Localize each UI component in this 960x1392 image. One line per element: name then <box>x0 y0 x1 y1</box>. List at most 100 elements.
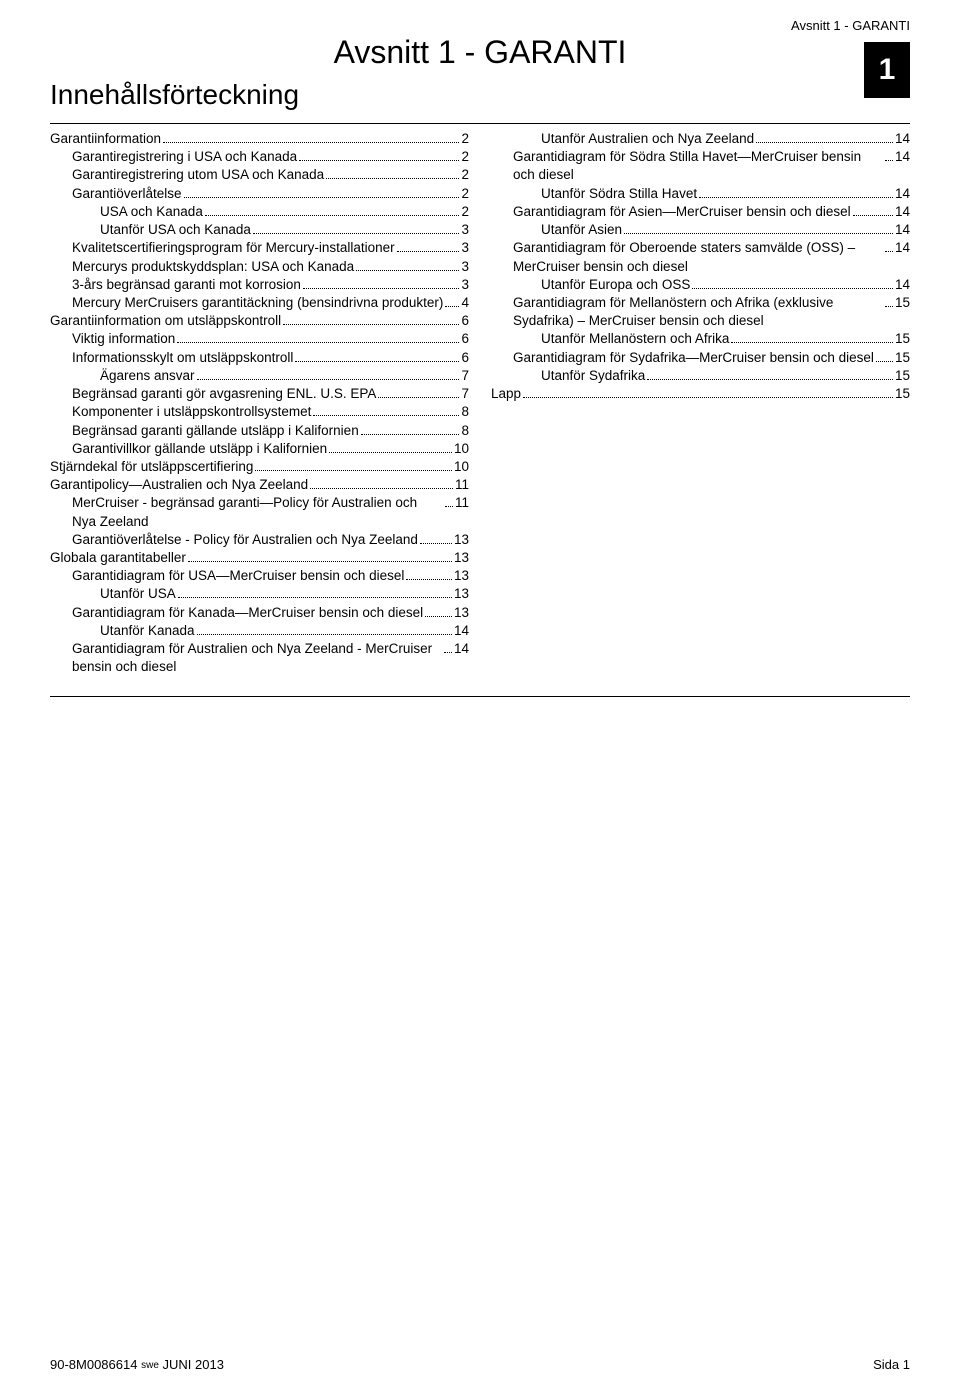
toc-entry-page: 14 <box>895 276 910 294</box>
toc-leader <box>188 561 452 562</box>
toc-entry-label: Utanför Europa och OSS <box>541 276 690 294</box>
toc-entry: Utanför Europa och OSS 14 <box>491 276 910 294</box>
toc-leader <box>445 306 459 307</box>
toc-leader <box>255 470 452 471</box>
toc-entry: Garantidiagram för Sydafrika—MerCruiser … <box>491 349 910 367</box>
toc-entry: Garantiregistrering i USA och Kanada 2 <box>50 148 469 166</box>
toc-leader <box>756 142 893 143</box>
toc-entry: Utanför USA 13 <box>50 585 469 603</box>
toc-leader <box>885 306 893 307</box>
toc-entry: Utanför Mellanöstern och Afrika 15 <box>491 330 910 348</box>
toc-leader <box>299 160 459 161</box>
toc-entry-page: 13 <box>454 567 469 585</box>
toc-entry: Mercury MerCruisers garantitäckning (ben… <box>50 294 469 312</box>
toc-entry-page: 15 <box>895 330 910 348</box>
toc-entry: Garantiöverlåtelse ‑ Policy för Australi… <box>50 531 469 549</box>
toc-entry-label: Utanför Mellanöstern och Afrika <box>541 330 729 348</box>
toc-entry-page: 2 <box>461 185 469 203</box>
toc-entry: Komponenter i utsläppskontrollsystemet 8 <box>50 403 469 421</box>
toc-entry-page: 15 <box>895 349 910 367</box>
toc-entry: Utanför Australien och Nya Zeeland 14 <box>491 130 910 148</box>
toc-entry-page: 13 <box>454 549 469 567</box>
toc-entry-page: 14 <box>895 221 910 239</box>
toc-entry-label: Ägarens ansvar <box>100 367 195 385</box>
toc-entry-page: 2 <box>461 148 469 166</box>
toc-leader <box>177 342 459 343</box>
running-head: Avsnitt 1 - GARANTI <box>791 18 910 33</box>
toc-entry-label: Garantiregistrering i USA och Kanada <box>72 148 297 166</box>
toc-entry-label: USA och Kanada <box>100 203 203 221</box>
toc-entry-label: Lapp <box>491 385 521 403</box>
toc-entry-label: Utanför USA <box>100 585 176 603</box>
toc-entry-page: 3 <box>461 258 469 276</box>
doc-date: JUNI 2013 <box>163 1357 224 1372</box>
toc-entry: Garantiinformation om utsläppskontroll 6 <box>50 312 469 330</box>
toc-entry-label: Utanför Australien och Nya Zeeland <box>541 130 754 148</box>
toc-entry-page: 6 <box>461 349 469 367</box>
toc-entry-page: 13 <box>454 604 469 622</box>
toc-entry-page: 14 <box>454 640 469 658</box>
toc-entry-page: 2 <box>461 166 469 184</box>
toc-entry-label: Begränsad garanti gällande utsläpp i Kal… <box>72 422 359 440</box>
toc-entry-page: 15 <box>895 367 910 385</box>
toc-entry-label: Garantiinformation om utsläppskontroll <box>50 312 281 330</box>
toc-leader <box>885 160 893 161</box>
toc-entry-page: 6 <box>461 312 469 330</box>
toc-leader <box>197 379 460 380</box>
toc-leader <box>310 488 453 489</box>
toc-entry: Utanför Kanada 14 <box>50 622 469 640</box>
toc-entry-label: Informationsskylt om utsläppskontroll <box>72 349 293 367</box>
toc-entry-label: Garantiöverlåtelse ‑ Policy för Australi… <box>72 531 418 549</box>
toc-entry-label: Garantiöverlåtelse <box>72 185 182 203</box>
toc-entry: Stjärndekal för utsläppscertifiering 10 <box>50 458 469 476</box>
toc-entry: Mercurys produktskyddsplan: USA och Kana… <box>50 258 469 276</box>
page-footer: 90-8M0086614 swe JUNI 2013 Sida 1 <box>50 1357 910 1372</box>
toc-entry: Garantiregistrering utom USA och Kanada … <box>50 166 469 184</box>
toc-entry: Garantipolicy—Australien och Nya Zeeland… <box>50 476 469 494</box>
toc-entry-page: 13 <box>454 585 469 603</box>
toc-entry: Garantidiagram för Asien—MerCruiser bens… <box>491 203 910 221</box>
toc-entry-page: 15 <box>895 294 910 312</box>
toc-leader <box>253 233 460 234</box>
toc-entry-page: 3 <box>461 239 469 257</box>
toc-entry-page: 4 <box>461 294 469 312</box>
toc-entry-page: 11 <box>455 476 469 494</box>
toc-entry-label: 3‑års begränsad garanti mot korrosion <box>72 276 301 294</box>
toc-entry-label: MerCruiser ‑ begränsad garanti—Policy fö… <box>72 494 443 530</box>
toc-title: Innehållsförteckning <box>50 79 910 111</box>
toc-entry-page: 3 <box>461 221 469 239</box>
toc-entry-label: Komponenter i utsläppskontrollsystemet <box>72 403 311 421</box>
toc-leader <box>295 361 459 362</box>
toc-entry-label: Garantidiagram för Asien—MerCruiser bens… <box>513 203 851 221</box>
toc-entry: Begränsad garanti gör avgasrening ENL. U… <box>50 385 469 403</box>
toc-leader <box>444 652 452 653</box>
toc-leader <box>303 288 460 289</box>
toc-entry-label: Begränsad garanti gör avgasrening ENL. U… <box>72 385 376 403</box>
toc-entry-label: Garantidiagram för Australien och Nya Ze… <box>72 640 442 676</box>
toc-leader <box>329 452 452 453</box>
toc-entry-page: 14 <box>895 130 910 148</box>
toc-leader <box>425 616 452 617</box>
toc-leader <box>406 579 452 580</box>
toc-leader <box>445 506 453 507</box>
toc-entry-page: 13 <box>454 531 469 549</box>
divider-bottom <box>50 696 910 697</box>
toc-entry-label: Utanför Södra Stilla Havet <box>541 185 697 203</box>
toc-entry: Garantiöverlåtelse 2 <box>50 185 469 203</box>
toc-entry-page: 14 <box>454 622 469 640</box>
toc-entry: Garantidiagram för Kanada—MerCruiser ben… <box>50 604 469 622</box>
toc-entry-page: 7 <box>461 367 469 385</box>
toc-entry: Garantidiagram för USA—MerCruiser bensin… <box>50 567 469 585</box>
toc-leader <box>356 270 459 271</box>
toc-leader <box>647 379 893 380</box>
toc-entry-page: 14 <box>895 203 910 221</box>
table-of-contents: Garantiinformation 2Garantiregistrering … <box>50 130 910 690</box>
toc-entry-label: Utanför Asien <box>541 221 622 239</box>
toc-entry-label: Garantidiagram för Sydafrika—MerCruiser … <box>513 349 874 367</box>
toc-entry-page: 15 <box>895 385 910 403</box>
toc-entry: Globala garantitabeller 13 <box>50 549 469 567</box>
toc-entry-label: Viktig information <box>72 330 175 348</box>
toc-leader <box>197 634 452 635</box>
toc-entry-label: Garantidiagram för Kanada—MerCruiser ben… <box>72 604 423 622</box>
toc-leader <box>420 543 452 544</box>
